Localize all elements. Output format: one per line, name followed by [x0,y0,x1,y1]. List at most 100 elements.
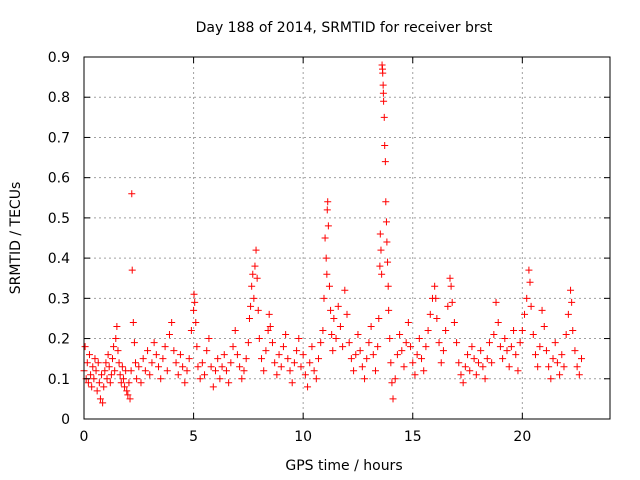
data-point-marker [297,363,305,371]
y-tick-label: 0.6 [48,171,70,187]
data-point-marker [275,351,283,359]
data-point-marker [448,298,456,306]
data-point-marker [209,383,217,391]
data-point-marker [190,290,198,298]
data-point-marker [212,367,219,375]
chart-title: Day 188 of 2014, SRMTID for receiver brs… [196,20,493,36]
data-point-marker [191,298,199,306]
data-point-marker [128,266,136,274]
data-point-marker [379,81,387,89]
data-point-marker [227,359,235,367]
data-point-marker [447,282,455,290]
data-point-marker [545,363,553,371]
data-point-marker [282,331,290,339]
data-point-marker [308,343,316,351]
data-point-marker [468,343,476,351]
data-point-marker [265,310,273,318]
data-point-marker [196,375,204,383]
data-point-marker [415,335,423,343]
data-point-marker [531,351,539,359]
data-point-marker [404,318,412,326]
data-point-marker [391,375,399,383]
data-point-marker [393,351,401,359]
data-point-marker [573,363,581,371]
x-tick-label: 10 [294,429,312,445]
data-point-marker [501,335,509,343]
data-point-marker [255,335,263,343]
data-point-marker [350,367,358,375]
data-point-marker [112,335,120,343]
data-point-marker [542,347,550,355]
data-point-marker [347,355,355,363]
data-point-marker [409,359,417,367]
data-point-marker [117,379,125,387]
data-point-marker [125,379,133,387]
data-point-marker [252,246,260,254]
data-point-marker [386,335,394,343]
data-point-marker [132,359,140,367]
data-point-marker [90,375,98,383]
data-point-marker [562,331,570,339]
data-point-marker [220,351,228,359]
data-point-marker [381,158,389,166]
data-point-marker [322,254,330,262]
data-point-marker [187,327,195,335]
data-point-marker [369,351,377,359]
data-point-marker [558,351,566,359]
data-point-marker [152,351,160,359]
x-tick-label: 5 [189,429,198,445]
data-point-marker [244,339,252,347]
data-point-marker [250,294,258,302]
data-point-marker [400,363,408,371]
y-tick-label: 0.1 [48,372,70,388]
data-point-marker [396,331,404,339]
data-point-marker [523,294,531,302]
data-point-marker [402,339,410,347]
data-point-marker [238,375,246,383]
data-point-marker [330,314,338,322]
data-point-marker [301,371,309,379]
data-point-marker [317,339,325,347]
data-point-marker [536,343,544,351]
data-point-marker [170,347,178,355]
data-point-marker [172,359,180,367]
data-point-marker [516,339,524,347]
data-point-marker [424,327,432,335]
data-point-marker [375,314,383,322]
data-point-marker [121,383,129,391]
data-point-marker [329,347,337,355]
data-point-marker [144,347,152,355]
data-point-marker [98,371,106,379]
data-point-marker [365,339,373,347]
data-point-marker [324,198,332,206]
y-tick-label: 0.8 [48,90,70,106]
data-point-marker [464,351,472,359]
data-point-marker [284,355,292,363]
data-point-marker [288,379,296,387]
data-point-marker [127,367,135,375]
data-point-marker [446,274,454,282]
data-point-marker [247,302,255,310]
data-point-marker [324,222,332,230]
data-point-marker [380,97,388,105]
data-point-marker [254,306,262,314]
data-point-marker [102,359,110,367]
data-point-marker [96,395,104,403]
data-point-marker [426,310,434,318]
data-point-marker [87,371,95,379]
data-point-marker [249,270,257,278]
data-point-marker [377,246,385,254]
data-point-marker [459,379,467,387]
data-point-marker [315,355,323,363]
data-point-marker [382,198,390,206]
x-axis-label: GPS time / hours [285,458,402,474]
data-point-marker [488,359,496,367]
data-point-marker [411,371,419,379]
data-point-marker [422,343,430,351]
data-point-marker [336,322,344,330]
y-tick-label: 0 [61,412,70,428]
data-point-marker [233,351,241,359]
data-point-marker [129,318,137,326]
y-tick-label: 0.7 [48,130,70,146]
data-point-marker [229,343,237,351]
